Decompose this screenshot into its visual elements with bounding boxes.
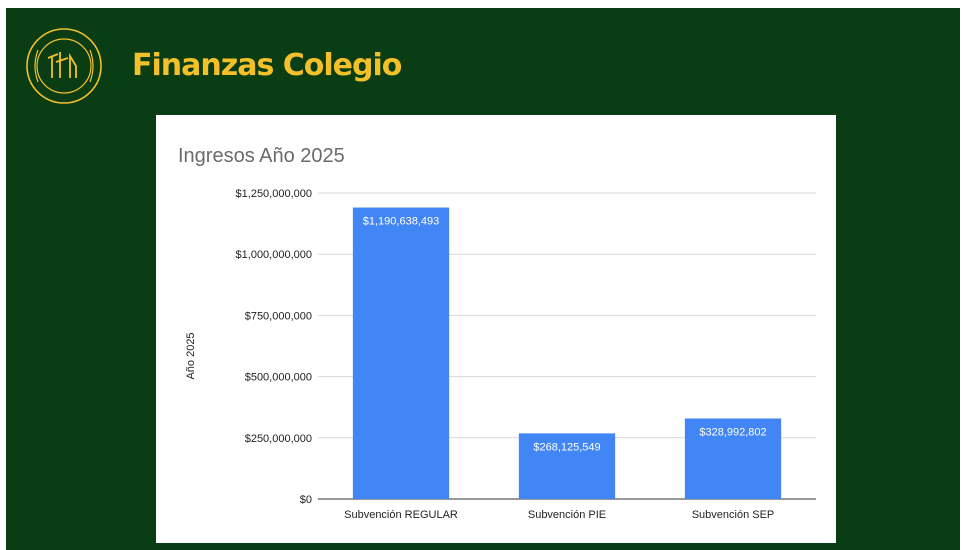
y-tick-label: $500,000,000 (245, 372, 312, 384)
data-label: $268,125,549 (533, 441, 600, 453)
bar-chart: $0 $250,000,000 $500,000,000 $750,000,000 $1… (185, 188, 816, 521)
bar (352, 207, 450, 499)
chart-card: $0 $250,000,000 $500,000,000 $750,000,000 $1… (156, 115, 836, 543)
school-crest-icon (26, 28, 102, 104)
slide: Finanzas Colegio $0 $250,000,000 $500,000,… (6, 8, 960, 550)
x-tick-label: Subvención PIE (528, 509, 606, 521)
chart-title: Ingresos Año 2025 (178, 145, 345, 167)
y-axis-label: Año 2025 (185, 332, 197, 379)
bar (684, 418, 782, 499)
data-label: $1,190,638,493 (363, 216, 439, 228)
y-tick-label: $750,000,000 (245, 310, 312, 322)
page-title: Finanzas Colegio (132, 48, 402, 83)
data-label: $328,992,802 (699, 426, 766, 438)
y-tick-label: $1,000,000,000 (236, 249, 312, 261)
x-tick-label: Subvención SEP (692, 509, 775, 521)
y-tick-label: $1,250,000,000 (236, 188, 312, 200)
y-tick-label: $250,000,000 (245, 433, 312, 445)
bar (518, 433, 616, 499)
y-tick-label: $0 (300, 494, 312, 506)
x-tick-label: Subvención REGULAR (344, 509, 458, 521)
